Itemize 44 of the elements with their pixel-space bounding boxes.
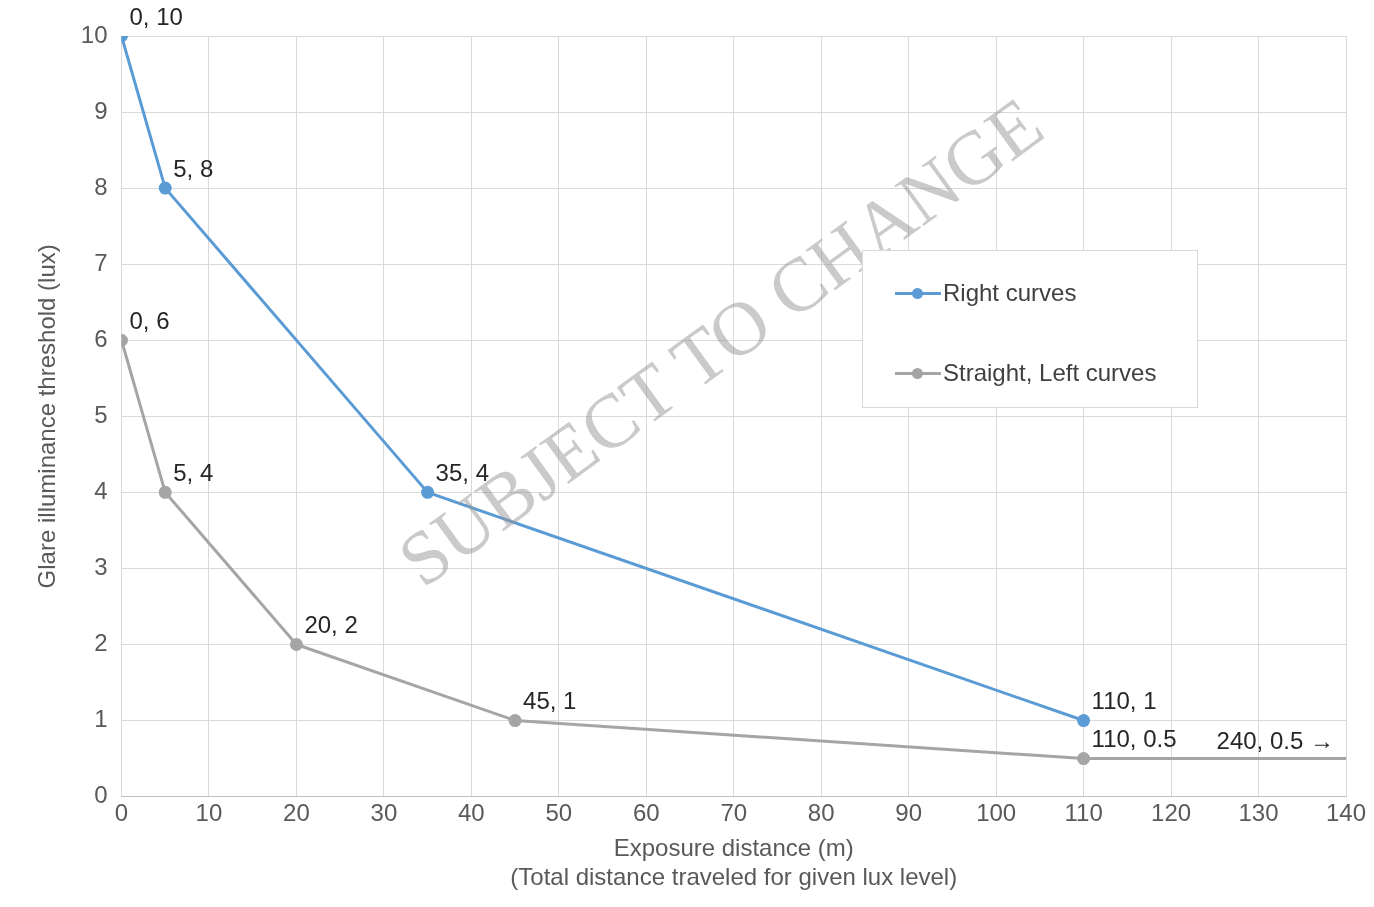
x-tick-label: 20 [283, 798, 310, 826]
point [508, 714, 522, 728]
x-tick-label: 40 [458, 798, 485, 826]
x-tick-label: 80 [807, 798, 835, 826]
data-label: 5, 4 [173, 458, 214, 486]
legend-label: Straight, Left curves [943, 359, 1157, 387]
point [1077, 752, 1091, 766]
y-tick-label: 10 [80, 20, 108, 48]
y-tick-label: 4 [94, 476, 108, 504]
data-label: 20, 2 [304, 611, 358, 639]
y-tick-label: 2 [94, 629, 108, 657]
x-axis-title: Exposure distance (m) (Total distance traveled for given lux level) [510, 834, 958, 891]
x-tick-label: 100 [976, 798, 1017, 826]
y-tick-label: 6 [94, 324, 108, 352]
annotation: 240, 0.5 → [1216, 727, 1334, 755]
x-tick-label: 130 [1238, 798, 1279, 826]
y-tick-label: 5 [94, 400, 108, 428]
y-tick-label: 9 [94, 96, 108, 124]
x-tick-label: 50 [545, 798, 573, 826]
x-tick-label: 90 [895, 798, 923, 826]
y-axis-title: Glare illuminance threshold (lux) [33, 244, 61, 589]
data-label: 110, 1 [1091, 687, 1157, 715]
x-tick-label: 30 [370, 798, 398, 826]
data-label: 110, 0.5 [1091, 725, 1177, 753]
x-tick-label: 0 [114, 798, 129, 826]
point [289, 637, 303, 651]
data-label: 45, 1 [523, 687, 577, 715]
x-tick-label: 140 [1325, 798, 1367, 826]
y-tick-label: 7 [94, 248, 108, 276]
point [158, 181, 172, 195]
data-label: 0, 6 [129, 306, 170, 334]
point [1077, 714, 1091, 728]
y-tick-label: 0 [94, 781, 108, 809]
x-tick-label: 120 [1151, 798, 1192, 826]
y-tick-label: 1 [94, 705, 108, 733]
point [158, 485, 172, 499]
x-tick-label: 110 [1064, 798, 1103, 826]
data-label: 5, 8 [173, 154, 214, 182]
x-tick-label: 70 [720, 798, 748, 826]
y-tick-label: 8 [94, 172, 108, 200]
data-label: 0, 10 [129, 2, 183, 30]
x-tick-label: 10 [195, 798, 223, 826]
x-tick-label: 60 [632, 798, 660, 826]
y-tick-label: 3 [94, 553, 108, 581]
